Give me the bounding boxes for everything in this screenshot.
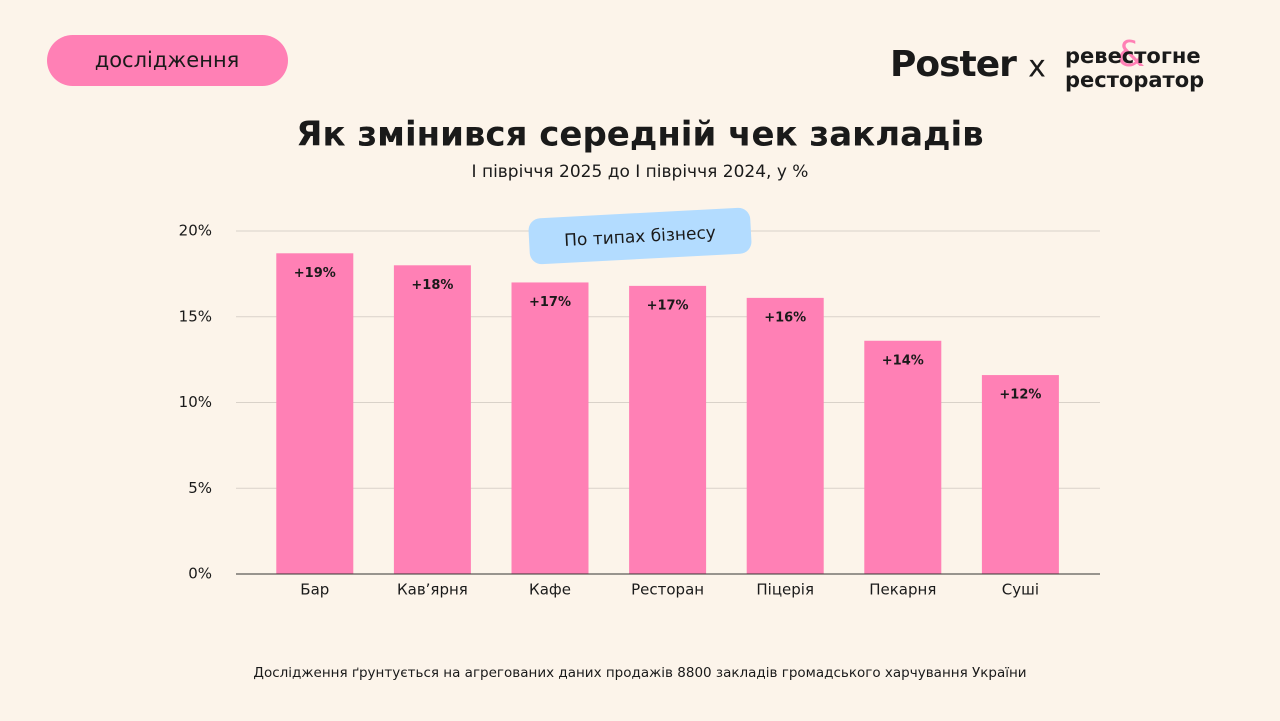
- bar: [981, 375, 1059, 574]
- partner-line: ревестогне: [1065, 44, 1201, 68]
- value-label: +17%: [647, 298, 689, 313]
- x-tick-label: Пекарня: [869, 581, 936, 599]
- bar: [393, 265, 471, 574]
- annotation-bg: [528, 207, 752, 265]
- chart-subtitle: І півріччя 2025 до І півріччя 2024, у %: [472, 162, 809, 182]
- footnote: Дослідження ґрунтується на агрегованих д…: [253, 665, 1026, 681]
- y-tick-label: 15%: [179, 307, 212, 325]
- x-tick-label: Кафе: [529, 581, 571, 599]
- bar: [746, 297, 824, 574]
- badge: дослідження: [95, 48, 240, 72]
- bar: [629, 285, 707, 574]
- value-label: +16%: [764, 310, 806, 325]
- brand: Poster: [890, 44, 1017, 85]
- y-tick-label: 20%: [179, 222, 212, 240]
- x-tick-label: Ресторан: [631, 581, 704, 599]
- partner-line: ресторатор: [1065, 68, 1204, 92]
- x-tick-label: Суші: [1002, 581, 1039, 599]
- bar: [511, 282, 589, 574]
- y-tick-label: 10%: [179, 393, 212, 411]
- partner-mark: &: [1117, 34, 1145, 75]
- badge-bg: [47, 35, 288, 86]
- y-tick-label: 5%: [188, 479, 212, 497]
- value-label: +18%: [411, 278, 453, 293]
- value-label: +12%: [999, 388, 1041, 403]
- bar: [864, 340, 942, 574]
- plot: 0% 5% 10% 15% 20% Бар +19% Кав’ярня +18% Кафе +17%…: [179, 222, 1100, 599]
- x-tick-label: Кав’ярня: [397, 581, 468, 599]
- x-tick-label: Піцерія: [756, 581, 814, 599]
- y-tick-label: 0%: [188, 565, 212, 583]
- value-label: +14%: [882, 353, 924, 368]
- annotation-box: По типах бізнесу: [528, 207, 752, 265]
- value-label: +17%: [529, 295, 571, 310]
- chart-title: Як змінився середній чек закладів: [296, 115, 983, 155]
- separator: x: [1028, 50, 1046, 85]
- x-tick-label: Бар: [300, 581, 329, 599]
- value-label: +19%: [294, 266, 336, 281]
- bar: [276, 253, 354, 575]
